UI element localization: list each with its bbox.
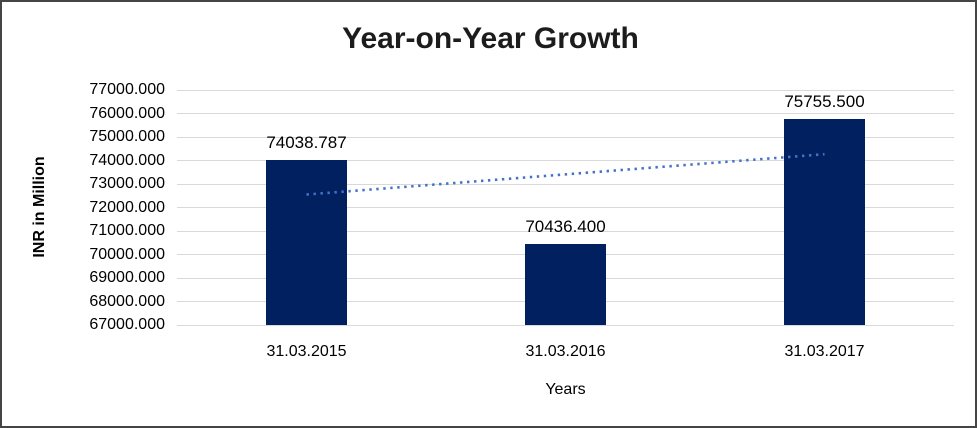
gridline	[177, 89, 954, 91]
y-tick-label: 77000.000	[89, 81, 165, 98]
gridline	[177, 113, 954, 114]
bar	[784, 119, 865, 325]
x-tick-label: 31.03.2015	[266, 343, 347, 360]
y-tick-label: 67000.000	[89, 316, 165, 333]
x-tick-label: 31.03.2016	[525, 343, 606, 360]
y-tick-label: 73000.000	[89, 175, 165, 192]
bar-data-label: 74038.787	[266, 132, 347, 152]
bar-data-label: 70436.400	[525, 217, 606, 237]
y-tick-label: 75000.000	[89, 128, 165, 145]
y-tick-label: 69000.000	[89, 269, 165, 286]
chart-title: Year-on-Year Growth	[342, 22, 639, 55]
bar-data-label: 75755.500	[784, 92, 865, 112]
x-axis-title: Years	[545, 381, 586, 398]
y-tick-label: 76000.000	[89, 104, 165, 122]
gridline	[177, 230, 954, 232]
x-tick-label: 31.03.2017	[784, 343, 865, 360]
y-tick-label: 71000.000	[89, 222, 165, 239]
bar	[266, 159, 347, 325]
y-tick-label: 74000.000	[89, 151, 165, 169]
bar	[525, 244, 606, 325]
y-tick-label: 68000.000	[89, 292, 165, 310]
y-tick-label: 72000.000	[89, 198, 165, 216]
gridline	[177, 136, 954, 138]
gridline	[177, 207, 954, 208]
gridline	[177, 324, 954, 326]
y-tick-label: 70000.000	[89, 245, 165, 263]
